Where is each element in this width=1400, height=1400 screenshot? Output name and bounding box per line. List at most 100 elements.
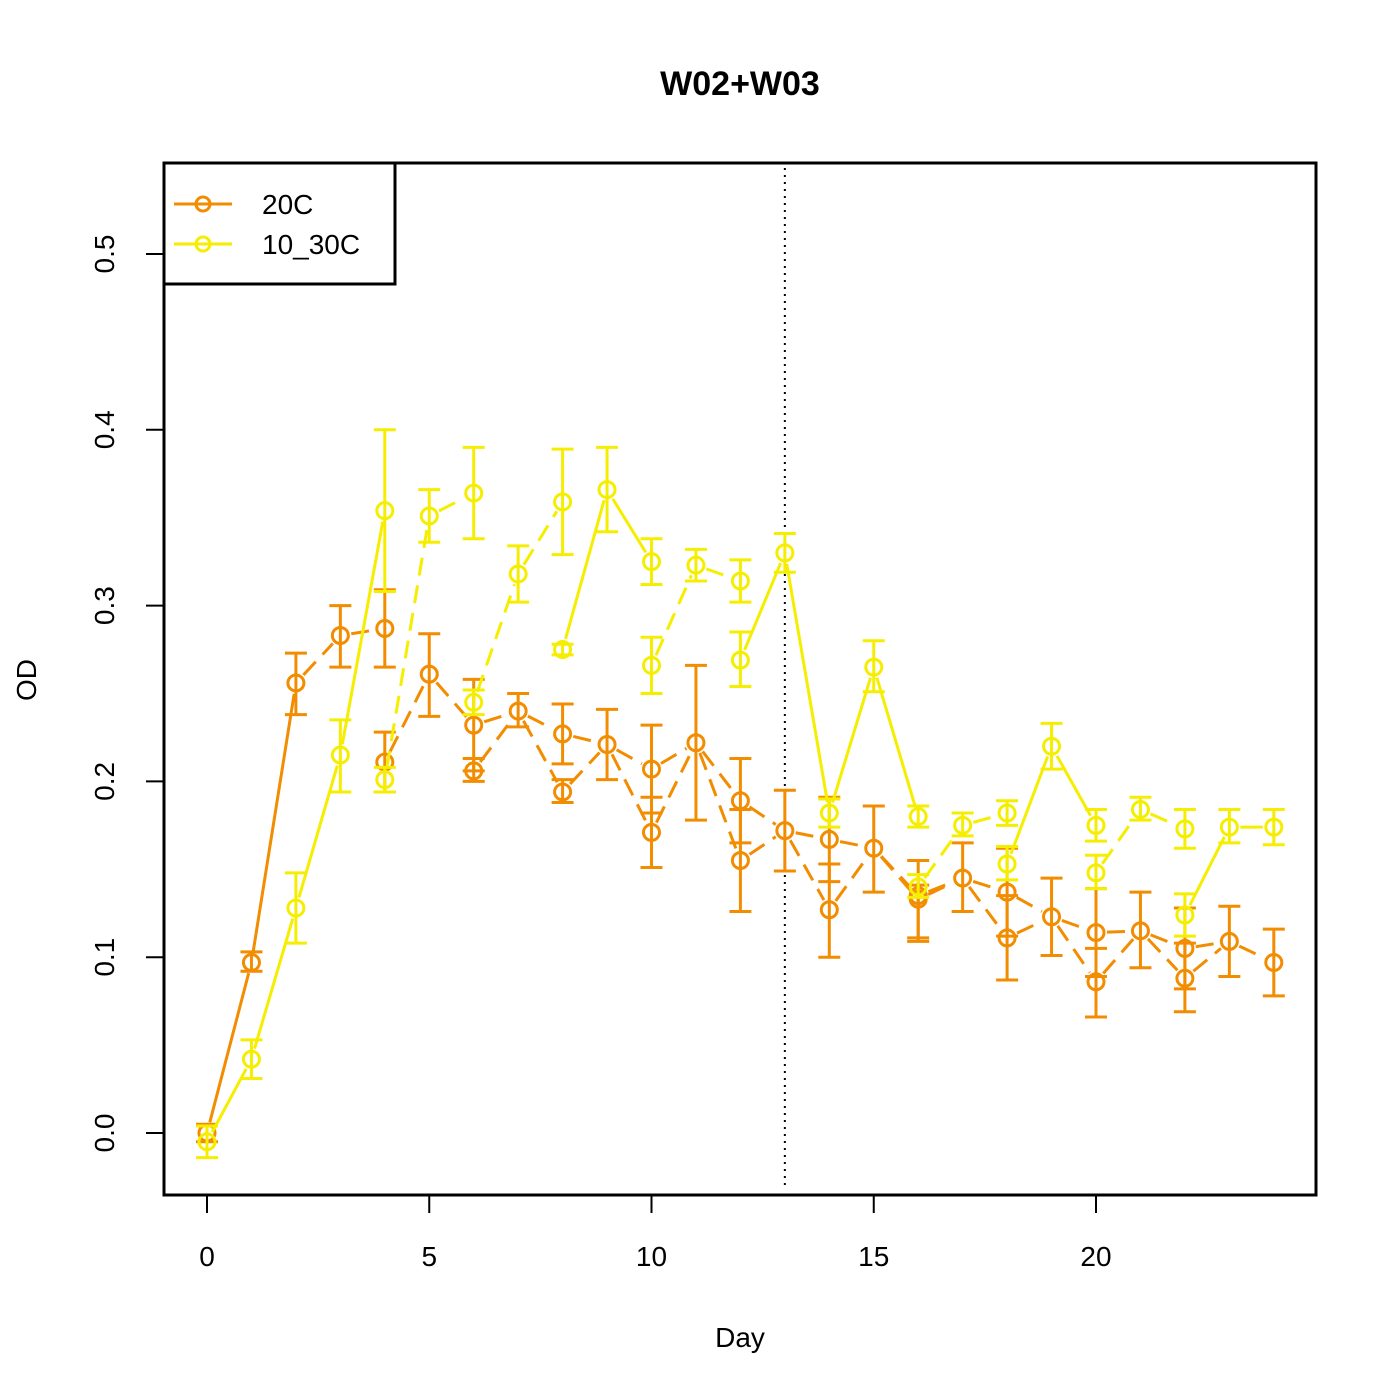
series-line-segment	[839, 840, 864, 848]
series-line-segment	[701, 750, 735, 793]
x-tick-label: 20	[1080, 1241, 1111, 1272]
y-tick-label: 0.1	[89, 938, 120, 977]
legend-marker	[194, 195, 212, 213]
data-point	[1219, 817, 1239, 837]
data-point	[642, 822, 661, 842]
data-point	[1175, 905, 1195, 925]
series-line-segment	[388, 683, 426, 753]
series-line-segment	[527, 714, 554, 731]
series-line-segment	[880, 855, 912, 889]
plot-frame	[162, 161, 1318, 1197]
data-point	[597, 734, 617, 754]
series-line-segment	[972, 814, 997, 824]
series-line-segment	[1102, 938, 1135, 975]
data-point	[642, 552, 661, 572]
series-line-segment	[968, 886, 1002, 930]
legend-label: 10_30C	[262, 229, 360, 260]
data-point	[642, 655, 661, 675]
series-line-segment	[1149, 812, 1176, 826]
data-point	[419, 664, 439, 684]
y-tick-label: 0.4	[89, 410, 120, 449]
data-point	[730, 571, 750, 591]
data-point	[1219, 931, 1239, 951]
data-point	[686, 733, 706, 753]
y-tick-label: 0.5	[89, 235, 120, 274]
series-line-segment	[1055, 755, 1092, 817]
series-line-segment	[660, 747, 688, 765]
x-tick-label: 5	[421, 1241, 437, 1272]
series-line-segment	[1016, 920, 1043, 935]
data-point	[997, 928, 1017, 948]
data-point	[508, 564, 528, 584]
series-line-segment	[972, 879, 998, 891]
data-point	[286, 898, 306, 918]
series-line-segment	[340, 521, 385, 745]
series-line-segment	[1061, 919, 1087, 931]
series-line-segment	[611, 498, 648, 554]
data-point	[464, 483, 484, 503]
y-tick-label: 0.3	[89, 586, 120, 625]
legend-label: 20C	[262, 189, 313, 220]
data-point	[997, 803, 1017, 823]
legend-entries: 20C 10_30C	[174, 189, 360, 260]
data-point	[775, 543, 795, 563]
data-point	[819, 900, 839, 920]
data-point	[419, 506, 439, 526]
data-point	[375, 770, 395, 790]
series-line-segment	[927, 881, 954, 896]
series-line-segment	[698, 752, 738, 851]
data-point	[1264, 817, 1284, 837]
series-line-segment	[1146, 937, 1179, 972]
data-point	[1175, 968, 1195, 988]
x-tick-label: 10	[636, 1241, 667, 1272]
series-line-segment	[1192, 947, 1222, 973]
series-line-segment	[564, 499, 606, 640]
series-line-segment	[788, 839, 826, 901]
data-point	[553, 640, 573, 660]
data-point	[642, 759, 661, 779]
data-point	[953, 815, 973, 835]
series-line-segment	[435, 681, 468, 718]
x-tick-label: 0	[199, 1241, 215, 1272]
series-line-segment	[795, 831, 819, 839]
series-line-segment	[1056, 925, 1092, 974]
legend: 20C 10_30C	[162, 161, 397, 286]
data-point	[286, 673, 306, 693]
series-line-segment	[483, 712, 509, 724]
data-point	[819, 803, 839, 823]
data-point	[464, 692, 484, 712]
series-line-segment	[785, 563, 829, 803]
data-point	[1042, 736, 1062, 756]
data-point	[864, 657, 884, 677]
series-line-segment	[831, 677, 872, 803]
data-point	[197, 1132, 217, 1152]
series-line-segment	[522, 719, 559, 784]
series-line-segment	[522, 510, 559, 566]
series-line-segment	[927, 880, 953, 894]
data-point	[997, 854, 1017, 874]
series-line-segment	[1101, 817, 1136, 865]
series-line-segment	[302, 642, 334, 676]
series-line-segment	[1015, 896, 1043, 913]
data-point	[1130, 800, 1150, 820]
series-line-segment	[385, 526, 429, 770]
data-point	[375, 618, 395, 638]
data-point	[330, 745, 350, 765]
series-line-segment	[572, 735, 597, 744]
series-line-segment	[655, 751, 693, 824]
data-point	[1042, 907, 1062, 927]
series-line-segment	[1150, 933, 1176, 946]
series-line-segment	[923, 833, 958, 879]
data-point	[464, 761, 484, 781]
series-line-segment	[748, 835, 777, 856]
series-line-segment	[705, 567, 731, 579]
data-point	[953, 868, 973, 888]
series-line-segment	[1195, 941, 1219, 949]
data-point	[330, 625, 350, 645]
x-axis-label: Day	[715, 1322, 765, 1353]
series-line-segment	[1106, 929, 1130, 934]
series-line-segment	[297, 765, 339, 898]
series-line-segment	[875, 677, 917, 807]
data-point	[730, 851, 750, 871]
